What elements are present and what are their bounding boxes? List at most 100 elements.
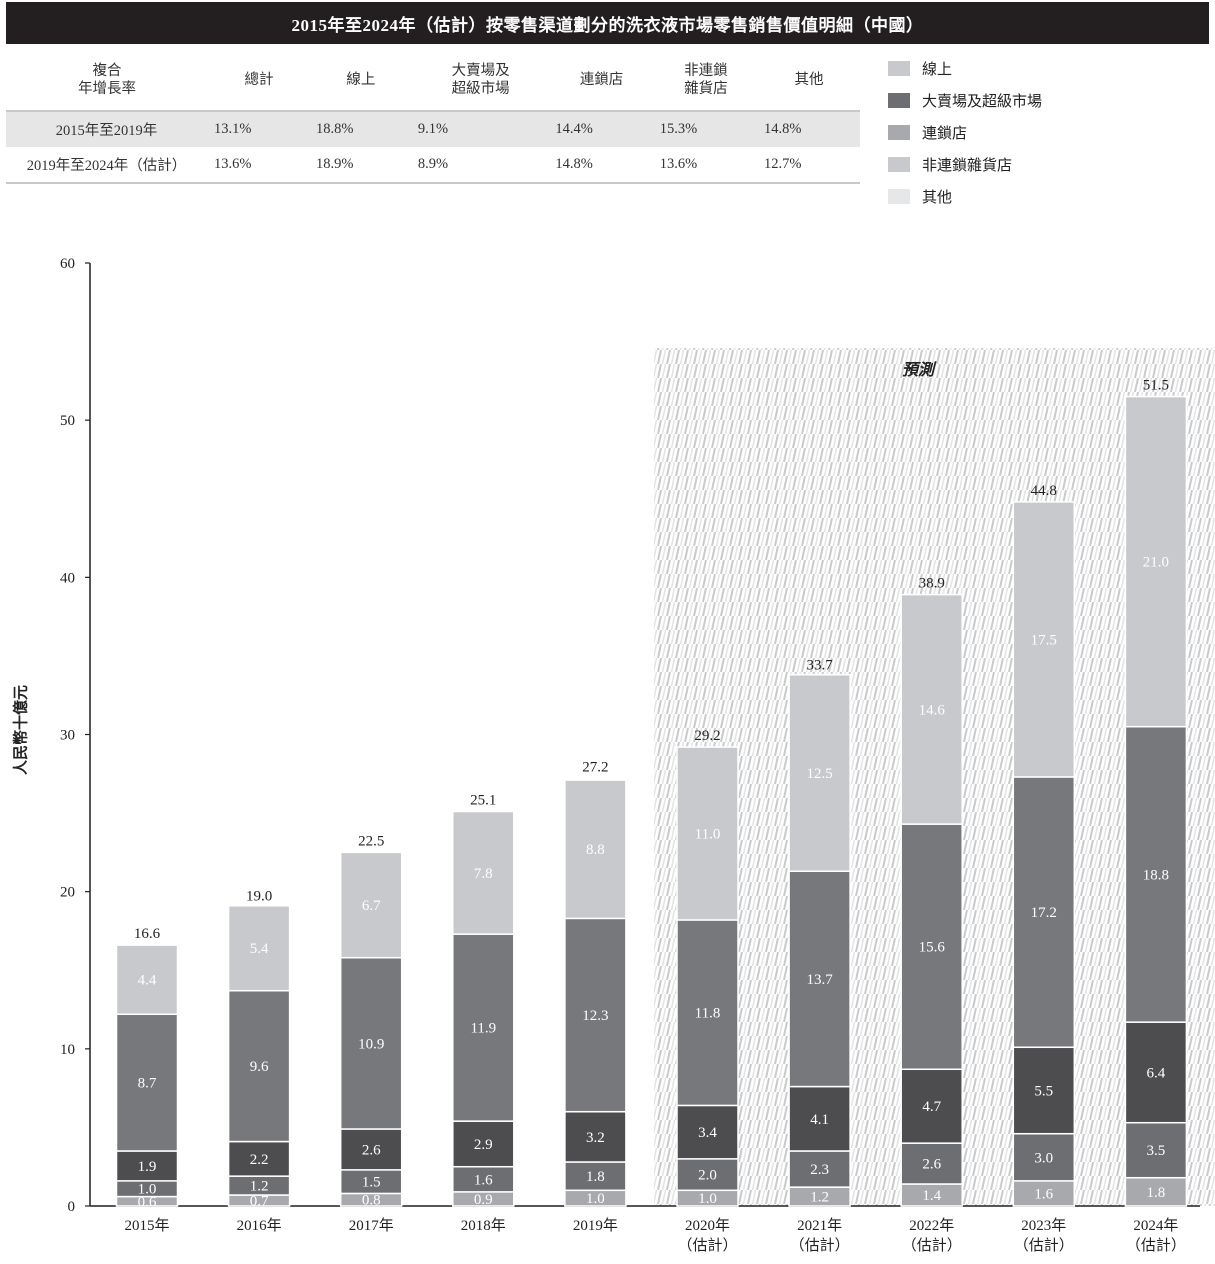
- segment-value-label: 13.7: [806, 972, 833, 988]
- bar-total-label: 19.0: [246, 888, 272, 904]
- y-tick-label: 30: [60, 728, 75, 744]
- bar-segment: [564, 917, 627, 1113]
- segment-value-label: 1.6: [474, 1172, 493, 1188]
- bar-total-label: 25.1: [470, 793, 496, 809]
- x-tick-label: 2016年: [237, 1217, 282, 1234]
- x-tick-label: 2023年: [1021, 1217, 1066, 1234]
- x-tick-label: 2022年: [909, 1217, 954, 1234]
- legend-item-hypermarket: 大賣場及超級市場: [888, 84, 1042, 116]
- segment-value-label: 6.4: [1147, 1065, 1166, 1081]
- y-tick-label: 10: [60, 1042, 75, 1058]
- cagr-header: 大賣場及 超級市場: [451, 63, 510, 97]
- y-tick-label: 60: [60, 256, 75, 272]
- bar-segment: [115, 1150, 179, 1182]
- bar-segment: [452, 1165, 515, 1193]
- segment-value-label: 9.6: [250, 1059, 269, 1075]
- bar-segment: [115, 1013, 179, 1152]
- segment-value-label: 3.2: [586, 1130, 605, 1146]
- segment-value-label: 2.0: [698, 1168, 717, 1184]
- segment-value-label: 5.4: [250, 941, 269, 957]
- cagr-table: 複合 年增長率 總計 線上 大賣場及 超級市場 連鎖店 非連鎖 雜貨店 其他 2015…: [6, 50, 860, 184]
- bar-segment: [227, 989, 291, 1143]
- segment-value-label: 1.2: [250, 1179, 269, 1195]
- bar-segment: [1124, 1176, 1188, 1207]
- legend-swatch: [888, 92, 910, 108]
- x-tick-label: （估計）: [1014, 1237, 1074, 1254]
- x-tick-label: 2021年: [797, 1217, 842, 1234]
- bar-segment: [1012, 1046, 1076, 1135]
- x-tick-label: （估計）: [1126, 1237, 1186, 1254]
- segment-value-label: 2.6: [922, 1157, 941, 1173]
- segment-value-label: 15.6: [919, 940, 946, 956]
- bar-segment: [676, 1104, 739, 1160]
- segment-value-label: 7.8: [474, 866, 493, 882]
- cagr-cell: 13.6%: [214, 156, 252, 172]
- cagr-cell: 8.9%: [417, 156, 449, 172]
- segment-value-label: 1.2: [810, 1190, 829, 1206]
- segment-value-label: 3.5: [1147, 1143, 1166, 1159]
- segment-value-label: 17.2: [1031, 905, 1057, 921]
- segment-value-label: 10.9: [358, 1036, 384, 1052]
- cagr-row: 2019年至2024年（估計） 13.6% 18.9% 8.9% 14.8% 1…: [6, 147, 860, 183]
- segment-value-label: 1.8: [586, 1169, 605, 1185]
- segment-value-label: 1.0: [586, 1191, 605, 1207]
- legend-label: 線上: [922, 61, 953, 78]
- bar-segment: [1124, 725, 1188, 1023]
- legend-item-non-chain-grocery: 非連鎖雜貨店: [888, 148, 1042, 180]
- legend-swatch: [888, 124, 910, 140]
- bar-segment: [564, 1161, 627, 1192]
- segment-value-label: 4.1: [810, 1112, 829, 1128]
- segment-value-label: 1.5: [362, 1175, 381, 1191]
- x-tick-label: 2018年: [461, 1217, 506, 1234]
- bar-segment: [788, 1150, 851, 1188]
- y-tick-label: 50: [60, 413, 75, 429]
- chart-title: 2015年至2024年（估計）按零售渠道劃分的洗衣液市場零售銷售價值明細（中國）: [6, 2, 1209, 44]
- bar-segment: [452, 810, 515, 935]
- bar-segment: [1012, 501, 1076, 778]
- legend-swatch: [888, 156, 910, 172]
- segment-value-label: 1.4: [922, 1188, 941, 1204]
- bar-segment: [900, 1068, 963, 1144]
- chart-legend: 線上 大賣場及超級市場 連鎖店 非連鎖雜貨店 其他: [888, 52, 1042, 212]
- bar-total-label: 38.9: [919, 576, 945, 592]
- legend-swatch: [888, 60, 910, 76]
- segment-value-label: 2.9: [474, 1137, 493, 1153]
- segment-value-label: 14.6: [919, 702, 946, 718]
- segment-value-label: 11.9: [470, 1021, 496, 1037]
- cagr-header: 連鎖店: [579, 72, 624, 88]
- bar-segment: [788, 870, 851, 1088]
- y-tick-label: 20: [60, 885, 75, 901]
- bar-segment: [676, 746, 739, 921]
- bar-segment: [1012, 1180, 1076, 1207]
- segment-value-label: 12.5: [806, 766, 832, 782]
- segment-value-label: 2.3: [810, 1162, 829, 1178]
- legend-item-others: 其他: [888, 180, 1042, 212]
- bar-total-label: 27.2: [582, 760, 608, 776]
- bar-total-label: 22.5: [358, 833, 384, 849]
- cagr-row: 2015年至2019年 13.1% 18.8% 9.1% 14.4% 15.3%…: [6, 111, 860, 147]
- segment-value-label: 6.7: [362, 898, 381, 914]
- segment-value-label: 0.6: [138, 1194, 157, 1210]
- cagr-header-row: 複合 年增長率 總計 線上 大賣場及 超級市場 連鎖店 非連鎖 雜貨店 其他: [6, 50, 860, 111]
- cagr-header: 非連鎖 雜貨店: [684, 63, 728, 97]
- cagr-header: 其他: [794, 72, 824, 88]
- x-tick-label: （估計）: [790, 1237, 850, 1254]
- bar-segment: [227, 905, 291, 992]
- x-tick-label: 2017年: [349, 1217, 394, 1234]
- bar-segment: [1124, 395, 1188, 728]
- segment-value-label: 2.6: [362, 1142, 381, 1158]
- bar-segment: [1012, 776, 1076, 1049]
- x-tick-label: 2020年: [685, 1217, 730, 1234]
- cagr-cell: 12.7%: [764, 156, 802, 172]
- segment-value-label: 11.0: [695, 827, 721, 843]
- y-tick-label: 40: [60, 570, 75, 586]
- cagr-cell: 14.4%: [555, 121, 593, 137]
- cagr-cell: 14.8%: [555, 156, 593, 172]
- x-tick-label: （估計）: [677, 1237, 737, 1254]
- bar-total-label: 33.7: [806, 657, 833, 673]
- segment-value-label: 21.0: [1143, 555, 1169, 571]
- bar-segment: [788, 674, 851, 872]
- y-tick-label: 0: [68, 1199, 76, 1215]
- segment-value-label: 1.9: [138, 1159, 157, 1175]
- bar-segment: [339, 956, 403, 1130]
